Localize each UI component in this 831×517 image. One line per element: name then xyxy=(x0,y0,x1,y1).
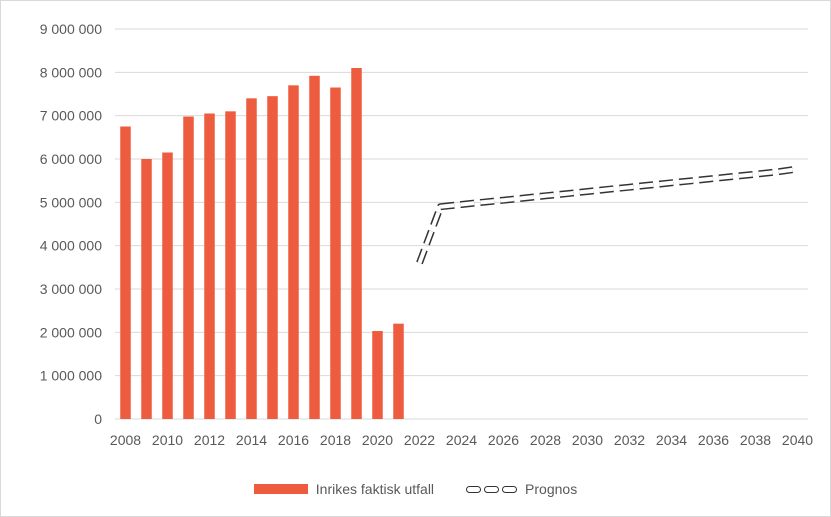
bar xyxy=(330,87,341,419)
x-tick-label: 2018 xyxy=(320,432,351,448)
bar xyxy=(141,159,152,419)
x-tick-label: 2024 xyxy=(446,432,477,448)
x-tick-label: 2030 xyxy=(572,432,603,448)
bar-series xyxy=(120,68,404,420)
bar xyxy=(225,111,236,419)
x-tick-label: 2032 xyxy=(614,432,645,448)
y-tick-label: 5 000 000 xyxy=(40,194,102,210)
bar xyxy=(120,126,131,419)
legend-label-actual: Inrikes faktisk utfall xyxy=(315,481,435,497)
bar xyxy=(288,85,299,419)
bar xyxy=(267,96,278,420)
y-tick-label: 0 xyxy=(94,411,102,427)
x-tick-label: 2040 xyxy=(782,432,813,448)
gridlines xyxy=(115,28,808,420)
bar xyxy=(204,113,215,419)
bar xyxy=(246,98,257,419)
legend-bar-swatch xyxy=(253,484,308,494)
x-tick-label: 2026 xyxy=(488,432,519,448)
y-tick-label: 6 000 000 xyxy=(40,151,102,167)
y-tick-label: 4 000 000 xyxy=(40,238,102,254)
x-axis-tick-labels: 2008 2010 2012 2014 2016 2018 2020 2022 2024 2026… xyxy=(110,432,813,448)
chart-plot: 0 1 000 000 2 000 000 3 000 000 4 000 000 5 0… xyxy=(40,21,814,448)
x-tick-label: 2036 xyxy=(698,432,729,448)
x-tick-label: 2020 xyxy=(362,432,393,448)
forecast-line-outline xyxy=(416,165,798,265)
x-tick-label: 2008 xyxy=(110,432,141,448)
y-tick-label: 3 000 000 xyxy=(40,281,102,297)
y-tick-label: 2 000 000 xyxy=(40,324,102,340)
legend-item-forecast: Prognos xyxy=(466,481,577,497)
x-tick-label: 2016 xyxy=(278,432,309,448)
y-axis-tick-labels: 0 1 000 000 2 000 000 3 000 000 4 000 000 5 0… xyxy=(40,21,103,427)
x-tick-label: 2028 xyxy=(530,432,561,448)
forecast-line-series xyxy=(416,165,798,265)
legend-label-forecast: Prognos xyxy=(525,481,578,497)
legend-item-actual: Inrikes faktisk utfall xyxy=(253,481,435,497)
x-tick-label: 2014 xyxy=(236,432,267,448)
y-tick-label: 1 000 000 xyxy=(40,368,102,384)
bar xyxy=(372,331,383,419)
y-tick-label: 9 000 000 xyxy=(40,21,102,37)
bar xyxy=(183,116,194,420)
bar xyxy=(309,75,320,420)
y-tick-label: 8 000 000 xyxy=(40,64,102,80)
legend-line-swatch xyxy=(466,485,518,493)
x-tick-label: 2034 xyxy=(656,432,687,448)
bar xyxy=(351,68,362,419)
legend: Inrikes faktisk utfall Prognos xyxy=(0,478,831,500)
x-tick-label: 2038 xyxy=(740,432,771,448)
x-tick-label: 2022 xyxy=(404,432,435,448)
x-tick-label: 2012 xyxy=(194,432,225,448)
bar xyxy=(162,152,173,419)
forecast-line-fill xyxy=(417,167,798,264)
bar xyxy=(393,323,404,419)
y-tick-label: 7 000 000 xyxy=(40,108,102,124)
x-tick-label: 2010 xyxy=(152,432,183,448)
